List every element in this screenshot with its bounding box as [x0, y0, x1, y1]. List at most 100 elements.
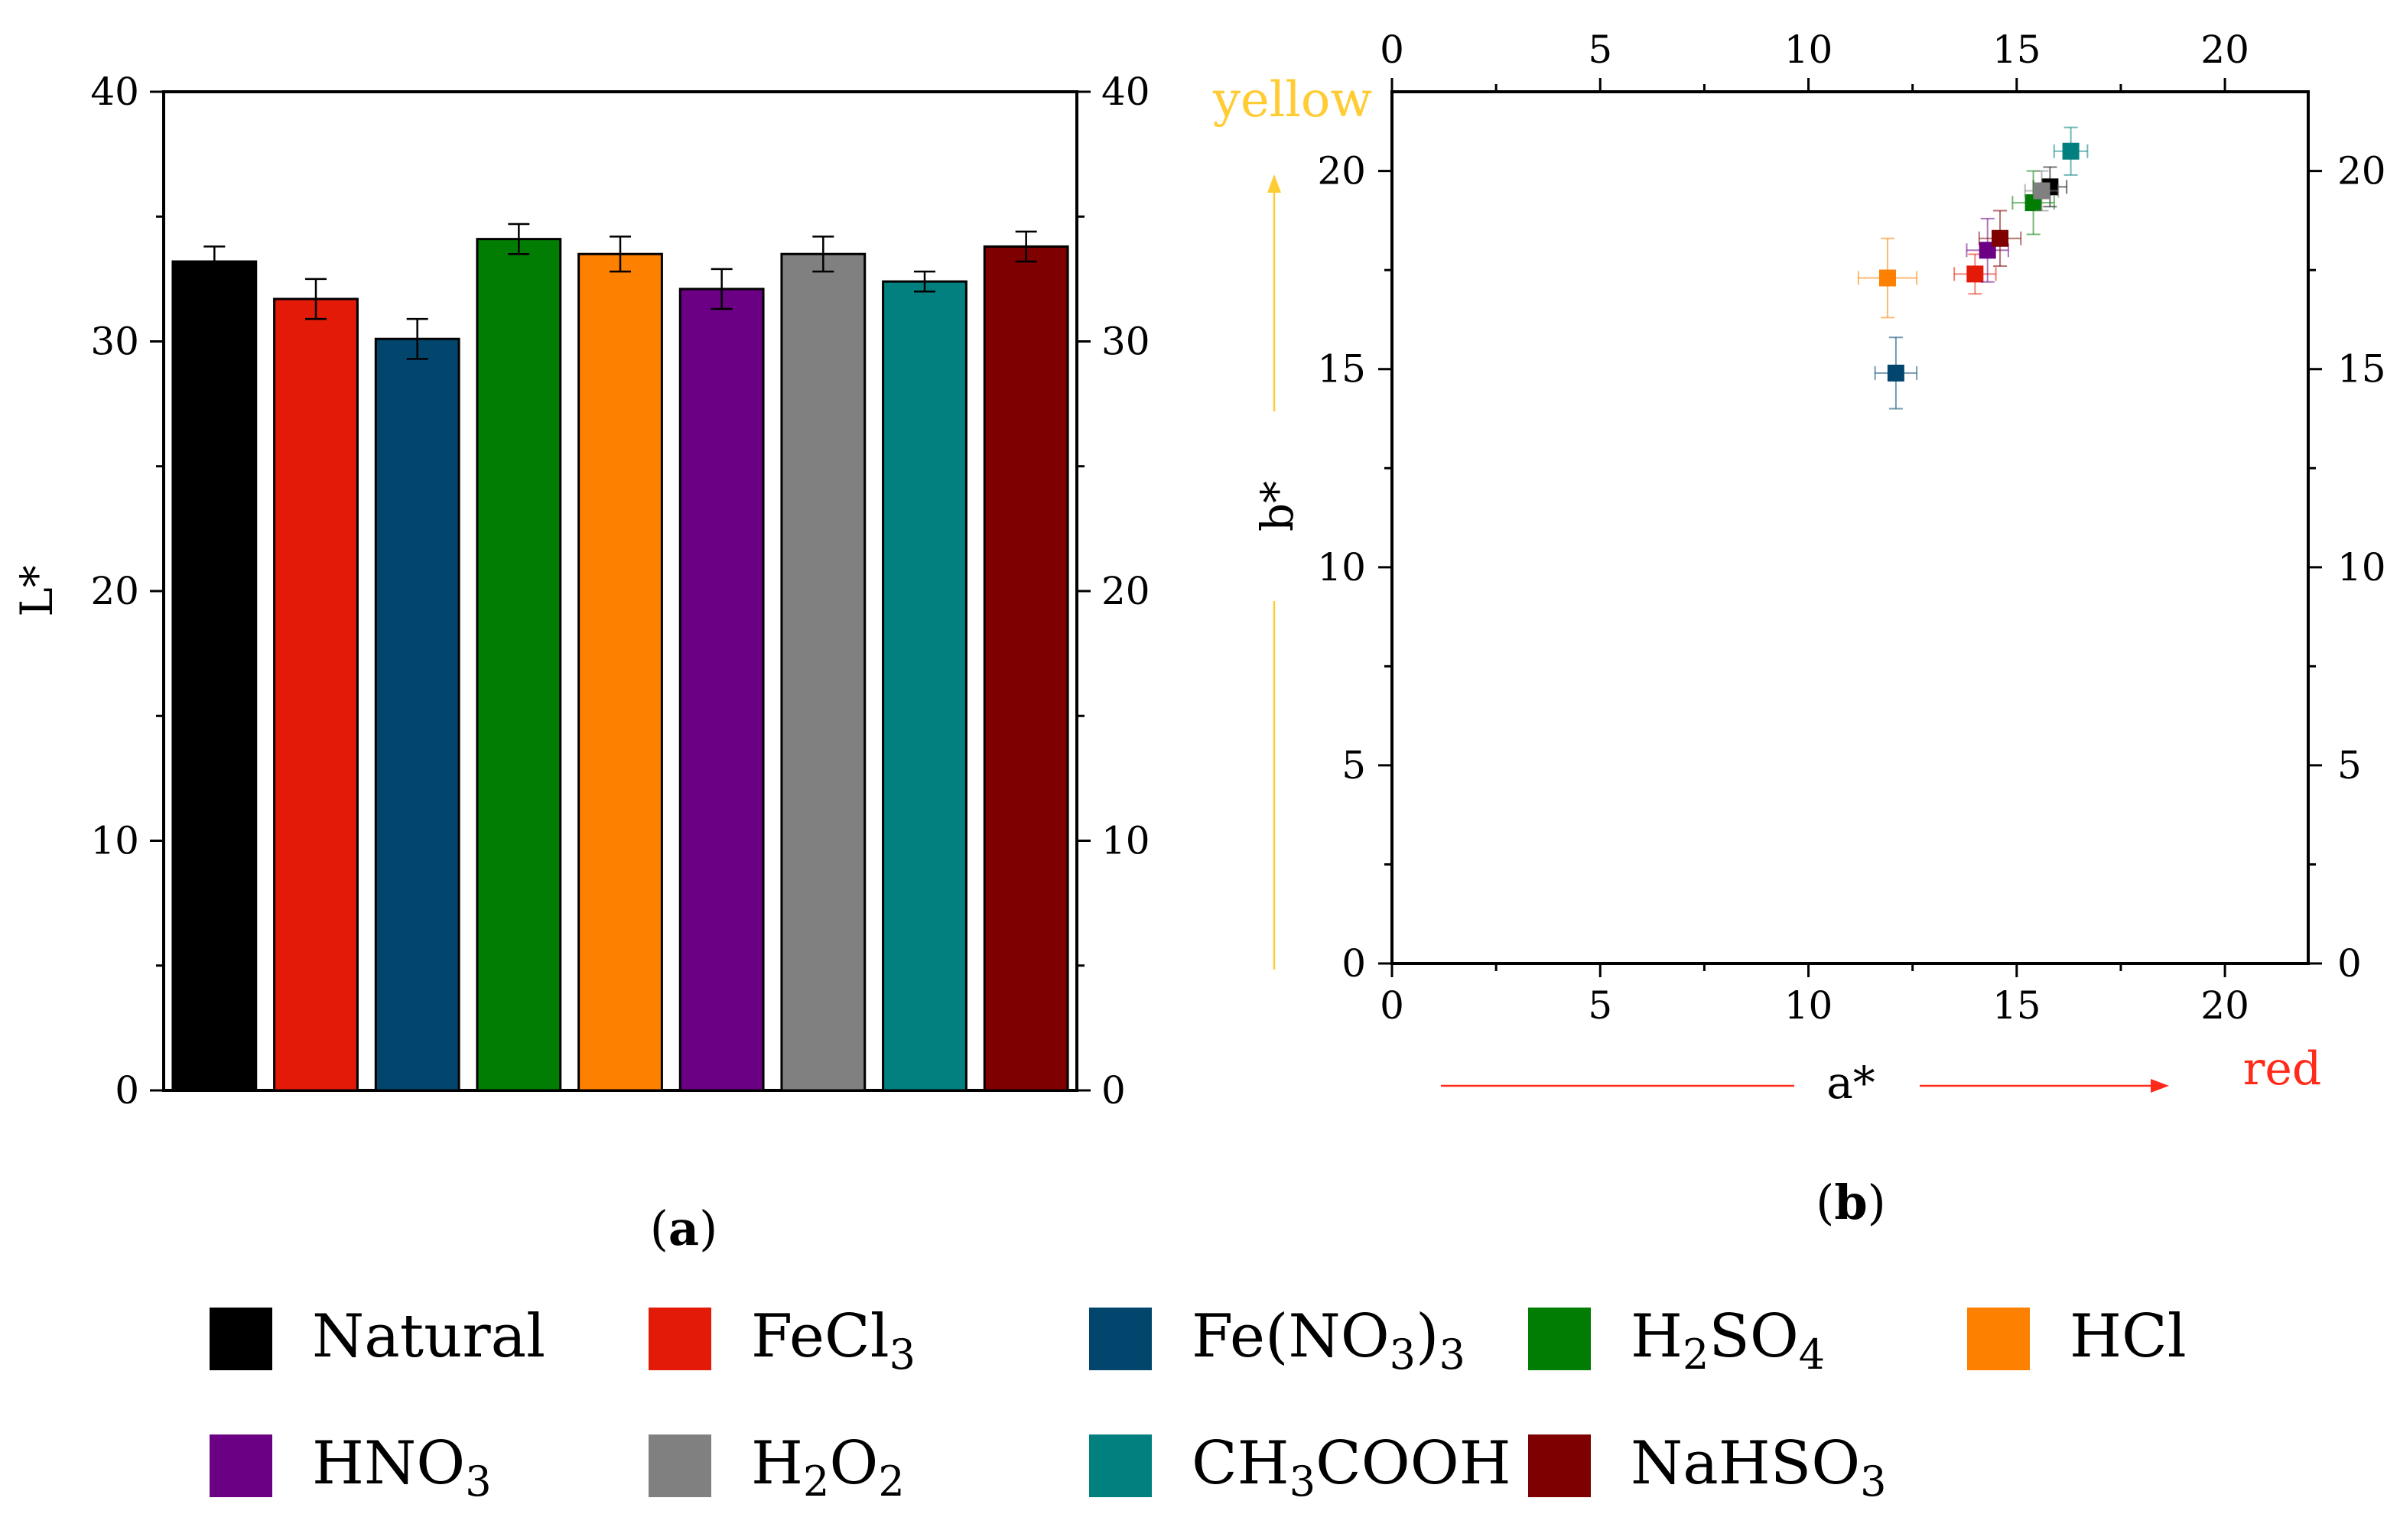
legend-label-subscript: 3 [1860, 1457, 1886, 1506]
scatter-x-tick-label-top: 0 [1380, 28, 1404, 72]
bar-y-tick-label-right: 0 [1101, 1068, 1126, 1113]
legend-label-part: SO [1709, 1302, 1798, 1371]
bar [780, 252, 867, 1092]
legend-label-subscript: 2 [803, 1457, 829, 1506]
bar-y-tick-label-left: 40 [90, 70, 139, 114]
panel-b-label: (b) [1816, 1174, 1886, 1230]
legend-swatch [210, 1308, 272, 1370]
scatter-y-tick-label-left: 20 [1317, 149, 1366, 193]
scatter-point-group [1874, 336, 1918, 410]
scatter-y-axis-title: b* [1251, 481, 1303, 531]
legend-label: HNO3 [312, 1429, 492, 1506]
bar-y-tick-label-left: 0 [115, 1068, 139, 1113]
legend-label: Fe(NO3)3 [1192, 1302, 1465, 1379]
red-direction-label: red [2243, 1042, 2322, 1096]
scatter-x-tick-label-top: 15 [1992, 28, 2041, 72]
scatter-point-group [1978, 210, 2022, 267]
bar-y-tick-label-right: 10 [1101, 819, 1150, 863]
legend-label-part: Natural [312, 1302, 545, 1371]
legend-label-part: NaHSO [1631, 1429, 1860, 1498]
legend-swatch [210, 1434, 272, 1497]
scatter-point [1879, 269, 1897, 287]
bar-y-axis-title: L* [11, 565, 63, 617]
legend-swatch [649, 1434, 711, 1497]
bar-y-ticks: 0 0 10 10 20 20 30 30 40 40 [90, 70, 1150, 1113]
scatter-x-axis-title: a* [1826, 1057, 1875, 1109]
bar-y-tick-label-left: 20 [90, 569, 139, 613]
legend-label-part: FeCl [751, 1302, 889, 1371]
legend-swatch [1089, 1308, 1152, 1370]
legend-label-part: HCl [2070, 1302, 2187, 1371]
legend-item: Natural [210, 1302, 545, 1371]
scatter-x-tick-label-bottom: 10 [1784, 983, 1833, 1028]
legend-label: FeCl3 [751, 1302, 915, 1379]
legend-label-part: H [1631, 1302, 1683, 1371]
scatter-y-tick-label-left: 15 [1317, 347, 1366, 391]
legend-swatch [1967, 1308, 2030, 1370]
bar [678, 288, 765, 1092]
yellow-direction-arrow [1267, 174, 1281, 970]
yellow-direction-label: yellow [1212, 72, 1372, 128]
legend-label-part: Fe(NO [1192, 1302, 1390, 1371]
scatter-point [2062, 142, 2080, 160]
scatter-point-group [1953, 253, 1997, 295]
panel-a-label: (a) [650, 1200, 718, 1256]
bar [171, 260, 258, 1092]
bar-y-tick-label-right: 20 [1101, 569, 1150, 613]
bar [983, 245, 1069, 1092]
legend-swatch [1528, 1434, 1591, 1497]
legend-label: CH3COOH [1192, 1429, 1511, 1506]
legend-label-part: O [829, 1429, 878, 1498]
legend-item: HCl [1967, 1302, 2187, 1371]
bar [273, 297, 359, 1092]
red-direction-arrow [1441, 1079, 2169, 1093]
scatter-x-tick-label-bottom: 5 [1588, 983, 1612, 1028]
legend-label-part: CH [1192, 1429, 1289, 1498]
legend-swatch [1089, 1434, 1152, 1497]
scatter-point-group [1857, 237, 1918, 319]
scatter-y-tick-label-left: 0 [1341, 941, 1366, 986]
scatter-point [2033, 182, 2050, 200]
scatter-point-group [2024, 170, 2060, 212]
legend-label-subscript: 3 [465, 1457, 491, 1506]
scatter-x-tick-label-bottom: 15 [1992, 983, 2041, 1028]
bar [374, 337, 460, 1092]
scatter-y-tick-label-right: 5 [2337, 743, 2362, 788]
bar [577, 252, 663, 1092]
bar-y-tick-label-left: 10 [90, 819, 139, 863]
legend-label: H2O2 [751, 1429, 905, 1506]
legend-label-subscript: 3 [1390, 1330, 1416, 1379]
bar-y-tick-label-right: 30 [1101, 320, 1150, 364]
bar-series [171, 223, 1069, 1092]
legend-swatch [1528, 1308, 1591, 1370]
legend-label-subscript: 2 [878, 1457, 904, 1506]
scatter-y-tick-label-right: 0 [2337, 941, 2362, 986]
legend-label: NaHSO3 [1631, 1429, 1887, 1506]
legend-item: Fe(NO3)3 [1089, 1302, 1465, 1379]
legend-item: HNO3 [210, 1429, 492, 1506]
legend-label-subscript: 2 [1683, 1330, 1709, 1379]
scatter-y-tick-label-right: 10 [2337, 545, 2386, 590]
legend-item: NaHSO3 [1528, 1429, 1887, 1506]
legend-label: H2SO4 [1631, 1302, 1825, 1379]
scatter-y-tick-label-left: 5 [1341, 743, 1366, 788]
legend-label-part: COOH [1315, 1429, 1511, 1498]
legend-label-part: H [751, 1429, 803, 1498]
scatter-y-tick-label-right: 20 [2337, 149, 2386, 193]
legend-label-subscript: 3 [1439, 1330, 1465, 1379]
legend-item: CH3COOH [1089, 1429, 1511, 1506]
scatter-x-tick-label-top: 10 [1784, 28, 1833, 72]
scatter-y-tick-label-left: 10 [1317, 545, 1366, 590]
bar [882, 280, 967, 1092]
legend-item: FeCl3 [649, 1302, 915, 1379]
legend-label-part: ) [1416, 1302, 1439, 1371]
scatter-x-tick-label-top: 5 [1588, 28, 1612, 72]
scatter-plot-frame [1390, 90, 2310, 965]
legend-swatch [649, 1308, 711, 1370]
legend-item: H2SO4 [1528, 1302, 1825, 1379]
scatter-x-tick-label-bottom: 0 [1380, 983, 1404, 1028]
scatter-point [1992, 229, 2009, 247]
